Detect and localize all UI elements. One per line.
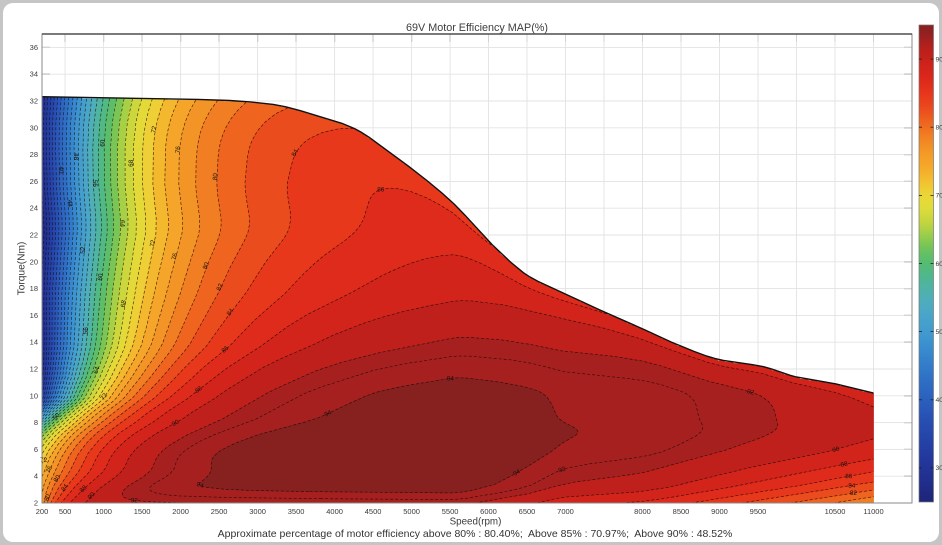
svg-text:44: 44 — [66, 200, 74, 208]
svg-text:88: 88 — [79, 484, 89, 494]
svg-text:68: 68 — [120, 299, 128, 308]
svg-text:82: 82 — [850, 490, 858, 497]
svg-text:10500: 10500 — [825, 507, 846, 516]
svg-text:200: 200 — [36, 507, 49, 516]
svg-text:80: 80 — [53, 474, 63, 484]
svg-text:4000: 4000 — [326, 507, 343, 516]
svg-text:56: 56 — [83, 327, 90, 335]
svg-text:16: 16 — [30, 311, 38, 320]
svg-text:72: 72 — [40, 457, 48, 464]
svg-text:11000: 11000 — [863, 507, 883, 516]
svg-text:5000: 5000 — [403, 507, 420, 516]
svg-text:4500: 4500 — [365, 507, 382, 516]
svg-text:24: 24 — [30, 204, 38, 213]
svg-text:2: 2 — [34, 499, 38, 508]
svg-text:60: 60 — [52, 412, 62, 422]
svg-text:Approximate percentage of moto: Approximate percentage of motor efficien… — [218, 528, 733, 540]
svg-text:68: 68 — [128, 159, 135, 167]
svg-text:94: 94 — [323, 409, 333, 418]
svg-text:86: 86 — [220, 345, 230, 355]
svg-text:90: 90 — [171, 418, 181, 428]
svg-text:80: 80 — [43, 493, 52, 502]
svg-text:22: 22 — [30, 231, 38, 240]
svg-text:72: 72 — [99, 392, 109, 402]
svg-text:6500: 6500 — [519, 507, 536, 516]
svg-text:32: 32 — [30, 97, 38, 106]
svg-text:70: 70 — [936, 193, 942, 200]
svg-text:90: 90 — [936, 56, 942, 63]
svg-text:76: 76 — [171, 252, 180, 261]
svg-text:Torque(Nm): Torque(Nm) — [17, 242, 28, 296]
svg-text:12: 12 — [30, 365, 38, 374]
svg-text:30: 30 — [936, 465, 942, 472]
svg-text:26: 26 — [30, 177, 38, 186]
svg-text:90: 90 — [832, 446, 841, 455]
svg-text:7000: 7000 — [557, 507, 574, 516]
svg-text:48: 48 — [72, 153, 79, 161]
svg-text:2500: 2500 — [211, 507, 228, 516]
svg-text:69V Motor Efficiency MAP(%): 69V Motor Efficiency MAP(%) — [406, 22, 548, 34]
svg-text:3500: 3500 — [288, 507, 305, 516]
svg-text:60: 60 — [936, 261, 942, 268]
svg-text:2000: 2000 — [172, 507, 189, 516]
svg-text:82: 82 — [216, 282, 225, 292]
svg-text:8: 8 — [34, 418, 38, 427]
svg-text:64: 64 — [92, 365, 101, 375]
svg-text:84: 84 — [290, 148, 300, 158]
svg-text:28: 28 — [30, 150, 38, 159]
svg-text:9000: 9000 — [711, 507, 728, 516]
svg-text:6000: 6000 — [480, 507, 497, 516]
svg-text:80: 80 — [936, 125, 942, 132]
svg-text:30: 30 — [30, 123, 38, 132]
svg-text:84: 84 — [60, 483, 70, 493]
svg-text:1500: 1500 — [134, 507, 151, 516]
svg-text:20: 20 — [30, 257, 38, 266]
svg-text:76: 76 — [45, 465, 54, 475]
svg-text:8500: 8500 — [673, 507, 690, 516]
svg-text:34: 34 — [30, 70, 38, 79]
svg-text:76: 76 — [175, 145, 183, 153]
svg-text:93: 93 — [558, 466, 567, 475]
svg-text:8000: 8000 — [634, 507, 651, 516]
svg-text:86: 86 — [377, 186, 385, 193]
svg-text:92: 92 — [131, 497, 139, 504]
svg-text:4: 4 — [34, 472, 38, 481]
svg-text:36: 36 — [30, 43, 38, 52]
svg-text:94: 94 — [512, 468, 522, 478]
svg-text:94: 94 — [196, 481, 205, 490]
svg-text:64: 64 — [118, 220, 125, 228]
svg-text:80: 80 — [202, 261, 211, 271]
svg-text:14: 14 — [30, 338, 38, 347]
svg-text:84: 84 — [848, 483, 856, 490]
svg-text:52: 52 — [80, 246, 88, 254]
svg-text:50: 50 — [936, 329, 942, 336]
svg-text:94: 94 — [447, 375, 455, 382]
svg-text:88: 88 — [194, 385, 204, 395]
svg-text:92: 92 — [746, 388, 755, 397]
svg-text:80: 80 — [212, 173, 219, 181]
svg-text:86: 86 — [845, 473, 853, 480]
svg-text:56: 56 — [91, 180, 98, 188]
svg-text:72: 72 — [150, 125, 158, 134]
svg-text:3000: 3000 — [249, 507, 266, 516]
svg-text:9500: 9500 — [750, 507, 767, 516]
svg-text:84: 84 — [226, 307, 236, 317]
svg-text:10: 10 — [30, 391, 38, 400]
svg-text:6: 6 — [34, 445, 38, 454]
svg-text:1000: 1000 — [95, 507, 112, 516]
svg-text:72: 72 — [149, 239, 157, 248]
svg-text:18: 18 — [30, 284, 38, 293]
svg-text:40: 40 — [57, 166, 64, 174]
svg-text:60: 60 — [99, 139, 106, 147]
svg-text:88: 88 — [840, 460, 849, 468]
svg-text:Speed(rpm): Speed(rpm) — [450, 517, 502, 528]
svg-text:60: 60 — [97, 273, 105, 281]
svg-text:5500: 5500 — [442, 507, 459, 516]
svg-text:500: 500 — [59, 507, 72, 516]
svg-text:40: 40 — [936, 397, 942, 404]
svg-text:90: 90 — [87, 491, 97, 501]
